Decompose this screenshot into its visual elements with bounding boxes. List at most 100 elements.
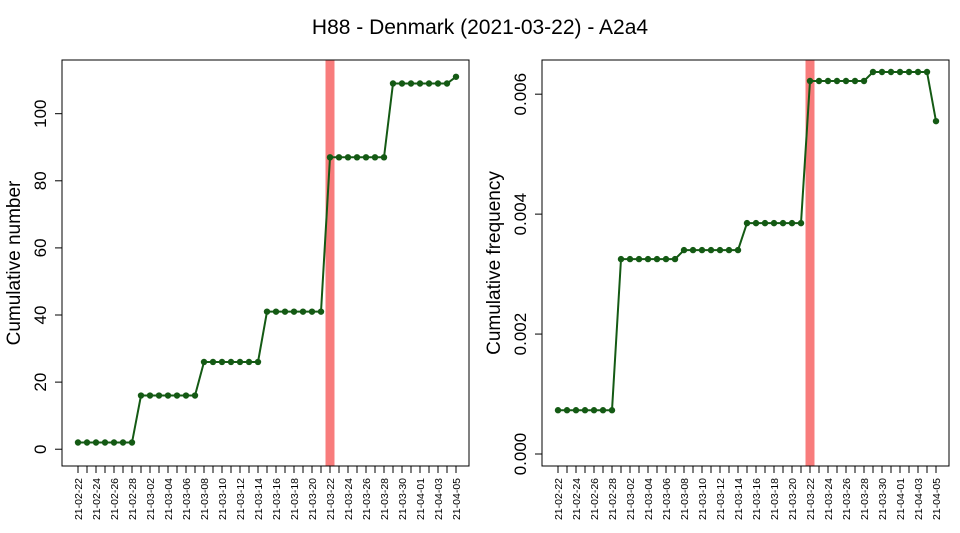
- data-point: [572, 407, 580, 414]
- x-tick-label: 21-03-26: [361, 478, 373, 520]
- x-tick-label: 21-02-24: [91, 478, 103, 520]
- data-point: [443, 80, 451, 87]
- data-point: [671, 255, 679, 263]
- data-point: [761, 219, 769, 227]
- data-point: [815, 77, 823, 85]
- data-point: [416, 80, 424, 87]
- x-tick-label: 21-03-06: [661, 478, 673, 520]
- data-point: [905, 68, 913, 76]
- y-tick-label: 0.002: [511, 313, 530, 356]
- data-point: [164, 392, 172, 399]
- plot-frame: [61, 59, 470, 467]
- data-point: [173, 392, 181, 399]
- x-tick-label: 21-02-26: [109, 478, 121, 520]
- series-line: [558, 70, 937, 412]
- data-point: [635, 255, 643, 263]
- data-point: [200, 358, 208, 366]
- data-point: [299, 308, 307, 315]
- x-tick-label: 21-03-08: [679, 478, 691, 520]
- data-point: [92, 439, 100, 446]
- x-tick-label: 21-04-03: [433, 478, 445, 520]
- x-tick-label: 21-02-28: [127, 478, 139, 520]
- x-tick-label: 21-03-20: [787, 478, 799, 520]
- x-tick-label: 21-03-24: [823, 478, 835, 520]
- series-points: [554, 68, 940, 414]
- y-tick-label: 100: [31, 99, 50, 127]
- data-point: [680, 246, 688, 254]
- x-tick-label: 21-03-22: [325, 478, 337, 520]
- y-axis: 0 20 40 60 80 100: [31, 99, 63, 454]
- x-tick-label: 21-03-12: [235, 478, 247, 520]
- x-tick-label: 21-03-08: [199, 478, 211, 520]
- data-point: [74, 439, 82, 446]
- data-point: [362, 154, 370, 161]
- x-tick-label: 21-03-18: [769, 478, 781, 520]
- data-point: [833, 77, 841, 85]
- data-point: [281, 308, 289, 315]
- data-point: [626, 255, 634, 263]
- data-point: [644, 255, 652, 263]
- x-tick-label: 21-03-10: [217, 478, 229, 520]
- x-tick-label: 21-03-16: [751, 478, 763, 520]
- data-point: [878, 68, 886, 76]
- data-point: [932, 117, 940, 125]
- y-axis-label: Cumulative frequency: [484, 171, 505, 355]
- data-point: [842, 77, 850, 85]
- data-point: [326, 154, 334, 161]
- x-tick-label: 21-04-01: [895, 478, 907, 520]
- data-point: [725, 246, 733, 254]
- x-tick-label: 21-04-03: [913, 478, 925, 520]
- y-tick-label: 0: [31, 444, 50, 453]
- data-point: [398, 80, 406, 87]
- data-point: [272, 308, 280, 315]
- x-tick-label: 21-02-24: [571, 478, 583, 520]
- data-point: [869, 68, 877, 76]
- x-tick-label: 21-02-22: [553, 478, 565, 520]
- data-point: [128, 439, 136, 446]
- series-points: [74, 73, 460, 446]
- data-point: [734, 246, 742, 254]
- data-point: [263, 308, 271, 315]
- x-tick-label: 21-03-06: [181, 478, 193, 520]
- chart-title: H88 - Denmark (2021-03-22) - A2a4: [312, 16, 648, 39]
- data-point: [779, 219, 787, 227]
- data-point: [389, 80, 397, 87]
- data-point: [770, 219, 778, 227]
- x-tick-label: 21-03-28: [379, 478, 391, 520]
- data-point: [407, 80, 415, 87]
- data-point: [887, 68, 895, 76]
- data-point: [689, 246, 697, 254]
- y-tick-label: 0.004: [511, 193, 530, 236]
- data-point: [146, 392, 154, 399]
- x-tick-label: 21-03-30: [397, 478, 409, 520]
- x-tick-label: 21-02-26: [589, 478, 601, 520]
- data-point: [344, 154, 352, 161]
- x-tick-label: 21-03-10: [697, 478, 709, 520]
- x-tick-label: 21-03-22: [805, 478, 817, 520]
- data-point: [851, 77, 859, 85]
- x-tick-label: 21-03-20: [307, 478, 319, 520]
- data-point: [698, 246, 706, 254]
- x-tick-label: 21-03-02: [625, 478, 637, 520]
- data-point: [743, 219, 751, 227]
- data-point: [914, 68, 922, 76]
- x-tick-label: 21-03-28: [859, 478, 871, 520]
- data-point: [554, 407, 562, 414]
- data-point: [590, 407, 598, 414]
- data-point: [218, 358, 226, 366]
- data-point: [425, 80, 433, 87]
- data-point: [308, 308, 316, 315]
- y-axis-label: Cumulative number: [4, 180, 25, 345]
- x-axis: 21-02-22 21-02-24 21-02-26 21-02-28 21-03-02…: [73, 465, 463, 520]
- data-point: [452, 73, 460, 80]
- x-axis: 21-02-22 21-02-24 21-02-26 21-02-28 21-03-02…: [553, 465, 943, 520]
- data-point: [245, 358, 253, 366]
- data-point: [335, 154, 343, 161]
- x-tick-label: 21-04-05: [451, 478, 463, 520]
- y-tick-label: 40: [31, 306, 50, 325]
- x-tick-label: 21-03-02: [145, 478, 157, 520]
- data-point: [227, 358, 235, 366]
